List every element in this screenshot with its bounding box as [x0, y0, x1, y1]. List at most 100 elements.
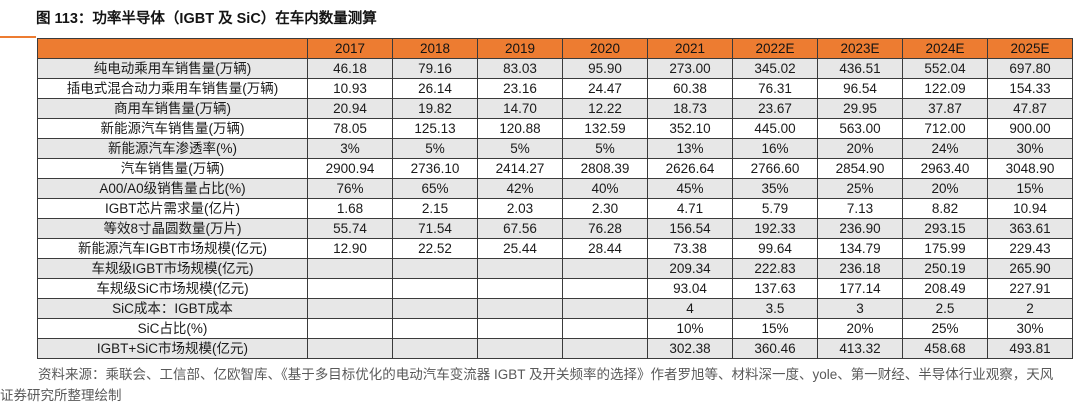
table-cell: 5%	[477, 138, 563, 159]
table-cell: 134.79	[817, 238, 903, 259]
table-cell	[392, 318, 478, 339]
table-cell: 3.5	[732, 298, 818, 319]
table-row: 插电式混合动力乘用车销售量(万辆) 10.93 26.14 23.16 24.47 60.…	[37, 78, 1073, 99]
table-cell: 60.38	[647, 78, 733, 99]
table-cell: 2900.94	[307, 158, 393, 179]
table-cell: 229.43	[987, 238, 1073, 259]
table-cell: 78.05	[307, 118, 393, 139]
table-cell: 45%	[647, 178, 733, 199]
table-cell	[307, 278, 393, 299]
table-cell: 30%	[987, 318, 1073, 339]
table-cell	[392, 338, 478, 359]
table-cell: 7.13	[817, 198, 903, 219]
column-header-2019: 2019	[477, 38, 563, 59]
figure-title: 图 113：功率半导体（IGBT 及 SiC）在车内数量测算	[36, 11, 377, 27]
table-cell	[477, 318, 563, 339]
table-cell: 2736.10	[392, 158, 478, 179]
row-label: 商用车销售量(万辆)	[37, 98, 308, 119]
table-cell: 2.15	[392, 198, 478, 219]
row-label: 车规级SiC市场规模(亿元)	[37, 278, 308, 299]
table-cell: 20%	[902, 178, 988, 199]
table-cell: 132.59	[562, 118, 648, 139]
table-cell: 2.03	[477, 198, 563, 219]
table-cell: 95.90	[562, 58, 648, 79]
row-label: 新能源汽车渗透率(%)	[37, 138, 308, 159]
table-row: 新能源汽车销售量(万辆) 78.05 125.13 120.88 132.59 352.1…	[37, 118, 1073, 139]
table-cell: 24.47	[562, 78, 648, 99]
table-cell: 552.04	[902, 58, 988, 79]
row-label: A00/A0级销售量占比(%)	[37, 178, 308, 199]
row-label: 等效8寸晶圆数量(万片)	[37, 218, 308, 239]
table-cell: 120.88	[477, 118, 563, 139]
table-cell: 35%	[732, 178, 818, 199]
table-cell	[562, 318, 648, 339]
corner-cell	[37, 38, 308, 59]
table-cell: 900.00	[987, 118, 1073, 139]
table-cell: 25.44	[477, 238, 563, 259]
table-cell	[307, 298, 393, 319]
table-cell: 2.5	[902, 298, 988, 319]
table-cell: 4	[647, 298, 733, 319]
table-cell: 250.19	[902, 258, 988, 279]
table-cell: 46.18	[307, 58, 393, 79]
table-cell: 175.99	[902, 238, 988, 259]
table-cell: 65%	[392, 178, 478, 199]
column-header-2020: 2020	[562, 38, 648, 59]
table-cell: 2	[987, 298, 1073, 319]
igbt-sic-estimation-table: 2017 2018 2019 2020 2021 2022E 2023E 2024E 2025E…	[37, 38, 1073, 359]
row-label: SiC占比(%)	[37, 318, 308, 339]
table-cell: 25%	[817, 178, 903, 199]
table-cell: 345.02	[732, 58, 818, 79]
table-cell: 76.31	[732, 78, 818, 99]
table-cell: 3048.90	[987, 158, 1073, 179]
table-cell: 2963.40	[902, 158, 988, 179]
table-row: 商用车销售量(万辆) 20.94 19.82 14.70 12.22 18.73 23.67…	[37, 98, 1073, 119]
table-cell	[392, 278, 478, 299]
table-cell: 2626.64	[647, 158, 733, 179]
table-cell: 24%	[902, 138, 988, 159]
source-note: 资料来源：乘联会、工信部、亿欧智库、《基于多目标优化的电动汽车变流器 IGBT …	[0, 367, 1054, 403]
table-cell: 712.00	[902, 118, 988, 139]
table-cell: 19.82	[392, 98, 478, 119]
title-accent-line	[0, 36, 36, 38]
table-cell: 99.64	[732, 238, 818, 259]
table-cell: 209.34	[647, 258, 733, 279]
table-cell: 192.33	[732, 218, 818, 239]
table-cell	[392, 258, 478, 279]
table-cell: 25%	[902, 318, 988, 339]
table-cell: 208.49	[902, 278, 988, 299]
column-header-2024E: 2024E	[902, 38, 988, 59]
table-cell: 26.14	[392, 78, 478, 99]
table-cell: 563.00	[817, 118, 903, 139]
table-cell: 12.90	[307, 238, 393, 259]
table-row: 新能源汽车渗透率(%) 3% 5% 5% 5% 13% 16% 20% 24% 30%	[37, 138, 1073, 159]
table-cell	[307, 258, 393, 279]
table-cell: 177.14	[817, 278, 903, 299]
row-label: 车规级IGBT市场规模(亿元)	[37, 258, 308, 279]
table-cell: 1.68	[307, 198, 393, 219]
table-row: 汽车销售量(万辆) 2900.94 2736.10 2414.27 2808.39 262…	[37, 158, 1073, 179]
table-cell: 93.04	[647, 278, 733, 299]
column-header-2018: 2018	[392, 38, 478, 59]
table-cell: 2414.27	[477, 158, 563, 179]
table-row: 纯电动乘用车销售量(万辆) 46.18 79.16 83.03 95.90 273.00 3…	[37, 58, 1073, 79]
table-cell: 5%	[392, 138, 478, 159]
table-cell: 12.22	[562, 98, 648, 119]
table-cell: 10.93	[307, 78, 393, 99]
table-row: 新能源汽车IGBT市场规模(亿元) 12.90 22.52 25.44 28.44 73.…	[37, 238, 1073, 259]
table-cell: 37.87	[902, 98, 988, 119]
table-cell: 55.74	[307, 218, 393, 239]
table-row: 车规级IGBT市场规模(亿元) 209.34 222.83 236.18 250.19 2…	[37, 258, 1073, 279]
table-cell: 30%	[987, 138, 1073, 159]
table-cell: 16%	[732, 138, 818, 159]
table-cell: 8.82	[902, 198, 988, 219]
table-cell: 227.91	[987, 278, 1073, 299]
table-cell: 40%	[562, 178, 648, 199]
table-cell: 236.18	[817, 258, 903, 279]
table-cell: 125.13	[392, 118, 478, 139]
table-cell: 137.63	[732, 278, 818, 299]
table-cell: 15%	[732, 318, 818, 339]
table-cell: 273.00	[647, 58, 733, 79]
table-cell: 352.10	[647, 118, 733, 139]
table-cell: 5.79	[732, 198, 818, 219]
